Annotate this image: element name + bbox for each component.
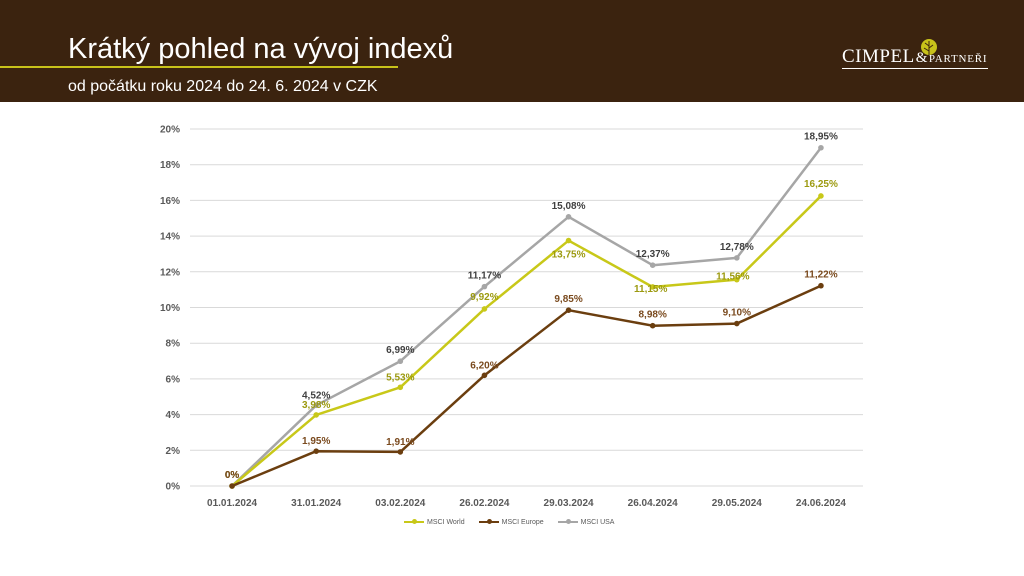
- data-label: 3,98%: [302, 400, 330, 411]
- legend-label: MSCI World: [427, 518, 465, 526]
- data-point: [818, 193, 824, 199]
- data-label: 0%: [225, 470, 240, 481]
- logo-underline: [842, 68, 988, 69]
- data-label: 16,25%: [804, 179, 838, 190]
- legend-label: MSCI USA: [580, 518, 615, 526]
- header-bar: Krátký pohled na vývoj indexů od počátku…: [0, 0, 1024, 102]
- legend-item: MSCI USA: [557, 515, 615, 529]
- data-label: 11,22%: [804, 270, 837, 281]
- data-point: [229, 483, 235, 489]
- logo-small: PARTNEŘI: [928, 53, 988, 65]
- chart-legend: MSCI World MSCI Europe MSCI USA: [404, 515, 614, 529]
- line-chart: 0% 2% 4% 6% 8% 10% 12% 14% 16% 18% 20% 01.01.2024 31…: [160, 125, 863, 509]
- data-point: [818, 282, 824, 289]
- logo-main: CIMPEL: [842, 46, 915, 67]
- data-point: [649, 262, 656, 268]
- y-tick-label: 20%: [160, 125, 180, 136]
- page-subtitle: od počátku roku 2024 do 24. 6. 2024 v CZ…: [68, 78, 378, 95]
- series-line: [231, 195, 822, 487]
- data-point: [649, 284, 656, 290]
- data-point: [481, 306, 488, 312]
- x-tick-label: 31.01.2024: [291, 498, 341, 509]
- data-label: 1,95%: [302, 436, 330, 447]
- data-label: 11,17%: [468, 271, 501, 282]
- data-label: 0%: [225, 470, 240, 481]
- legend-label: MSCI Europe: [501, 518, 544, 526]
- x-tick-label: 01.01.2024: [207, 498, 257, 509]
- x-tick-label: 26.02.2024: [459, 498, 509, 509]
- data-point: [734, 276, 740, 283]
- data-point: [313, 448, 319, 454]
- data-label: 5,53%: [386, 372, 414, 383]
- data-label: 1,91%: [386, 437, 414, 448]
- y-tick-label: 10%: [160, 303, 180, 314]
- y-tick-label: 2%: [166, 446, 181, 457]
- x-tick-label: 29.03.2024: [544, 498, 594, 509]
- data-point: [481, 283, 488, 290]
- data-label: 12,37%: [636, 249, 670, 260]
- data-point: [397, 358, 404, 365]
- y-tick-label: 12%: [160, 267, 180, 278]
- data-point: [818, 144, 824, 151]
- title-underline: [0, 66, 398, 68]
- data-label: 0%: [225, 470, 240, 481]
- data-label: 18,95%: [804, 132, 838, 143]
- data-point: [734, 255, 740, 261]
- legend-item: MSCI World: [404, 515, 465, 529]
- data-point: [565, 214, 572, 220]
- legend-marker: [412, 519, 417, 524]
- series-line: [231, 146, 822, 487]
- data-point: [397, 449, 404, 455]
- data-label: 9,92%: [470, 292, 498, 303]
- data-point: [734, 320, 740, 327]
- data-point: [649, 322, 656, 329]
- y-tick-label: 14%: [160, 232, 180, 243]
- tree-icon: [921, 39, 937, 55]
- company-logo: CIMPEL&PARTNEŘI: [842, 38, 992, 72]
- data-label: 13,75%: [552, 250, 586, 261]
- data-label: 11,15%: [634, 284, 667, 295]
- data-label: 12,78%: [720, 242, 754, 253]
- data-point: [565, 237, 572, 244]
- legend-swatch: [404, 519, 424, 524]
- data-point: [565, 307, 572, 313]
- data-label: 11,56%: [716, 272, 749, 283]
- logo-text: CIMPEL&PARTNEŘI: [842, 46, 987, 68]
- data-point: [397, 384, 404, 391]
- legend-marker: [486, 519, 492, 524]
- data-label: 4,52%: [302, 390, 330, 401]
- x-tick-label: 26.04.2024: [628, 498, 678, 509]
- y-tick-label: 6%: [166, 374, 181, 385]
- data-point: [481, 372, 488, 379]
- data-label: 6,20%: [470, 360, 498, 371]
- page-title: Krátký pohled na vývoj indexů: [68, 33, 454, 65]
- data-point: [313, 402, 319, 409]
- legend-swatch: [557, 519, 578, 524]
- data-label: 8,98%: [639, 310, 667, 321]
- data-label: 9,85%: [554, 294, 582, 305]
- y-tick-label: 16%: [160, 196, 180, 207]
- legend-item: MSCI Europe: [478, 515, 544, 529]
- y-tick-label: 0%: [166, 482, 181, 493]
- y-tick-label: 4%: [166, 410, 181, 421]
- x-tick-label: 24.06.2024: [796, 498, 846, 509]
- logo-amp: &: [915, 50, 928, 66]
- data-label: 9,10%: [723, 308, 751, 319]
- series-line: [231, 284, 822, 488]
- data-label: 15,08%: [552, 201, 586, 212]
- data-label: 6,99%: [386, 345, 414, 356]
- x-tick-label: 29.05.2024: [712, 498, 762, 509]
- legend-marker: [565, 519, 571, 524]
- y-tick-label: 18%: [160, 160, 180, 171]
- x-tick-label: 03.02.2024: [375, 498, 425, 509]
- legend-swatch: [478, 519, 499, 524]
- y-tick-label: 8%: [166, 339, 181, 350]
- data-point: [313, 412, 319, 418]
